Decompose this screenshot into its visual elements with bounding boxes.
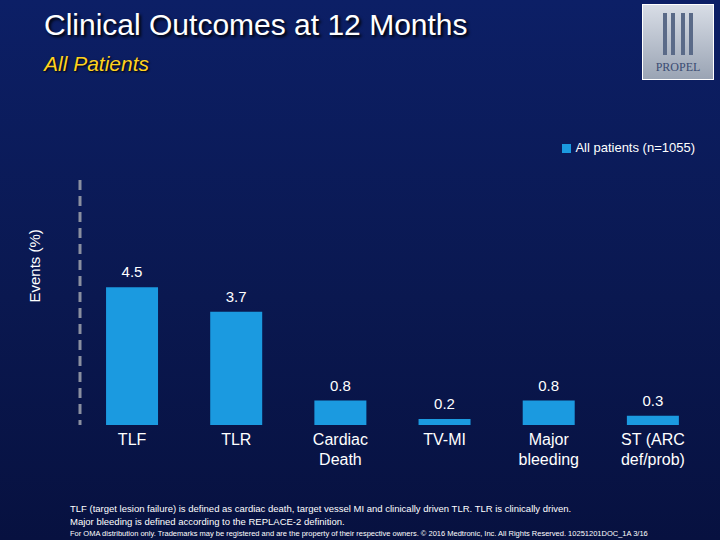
svg-text:TLR: TLR [221, 431, 251, 448]
svg-text:4.5: 4.5 [122, 263, 143, 280]
svg-text:Events (%): Events (%) [26, 229, 43, 302]
html-text:PROPEL: PROPEL [655, 60, 701, 74]
svg-text:bleeding: bleeding [519, 451, 580, 468]
svg-text:def/prob): def/prob) [621, 451, 685, 468]
svg-text:TV-MI: TV-MI [423, 431, 466, 448]
html-text:Major bleeding is defined acco: Major bleeding is defined according to t… [70, 516, 345, 527]
svg-text:0.3: 0.3 [642, 392, 663, 409]
svg-text:Death: Death [319, 451, 362, 468]
html-text:Clinical Outcomes at 12 Months: Clinical Outcomes at 12 Months [44, 8, 468, 41]
svg-text:TLF: TLF [118, 431, 147, 448]
html-text:All patients (n=1055): All patients (n=1055) [575, 140, 695, 155]
html-text:All Patients: All Patients [44, 52, 150, 75]
html-text:TLF (target lesion failure) is: TLF (target lesion failure) is defined a… [70, 503, 572, 514]
html-text:For OMA distribution only. Tra: For OMA distribution only. Trademarks ma… [70, 529, 648, 538]
svg-text:0.8: 0.8 [538, 377, 559, 394]
svg-text:0.8: 0.8 [330, 377, 351, 394]
svg-text:3.7: 3.7 [226, 288, 247, 305]
svg-text:0.2: 0.2 [434, 395, 455, 412]
svg-text:ST (ARC: ST (ARC [621, 431, 685, 448]
svg-text:Major: Major [529, 431, 570, 448]
svg-text:Cardiac: Cardiac [313, 431, 368, 448]
